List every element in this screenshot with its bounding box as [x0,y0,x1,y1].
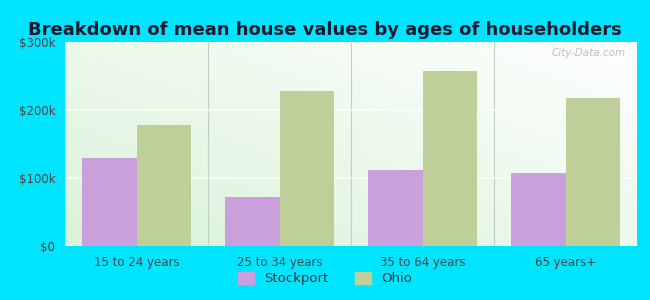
Bar [368,170,422,246]
Bar [280,91,334,246]
Bar [225,197,280,246]
Legend: Stockport, Ohio: Stockport, Ohio [233,266,417,290]
Bar [136,125,191,246]
Bar [511,173,566,246]
Text: Breakdown of mean house values by ages of householders: Breakdown of mean house values by ages o… [28,21,622,39]
Text: City-Data.com: City-Data.com [551,48,625,58]
Bar [82,158,136,246]
Bar [422,70,477,246]
Bar [566,98,620,246]
